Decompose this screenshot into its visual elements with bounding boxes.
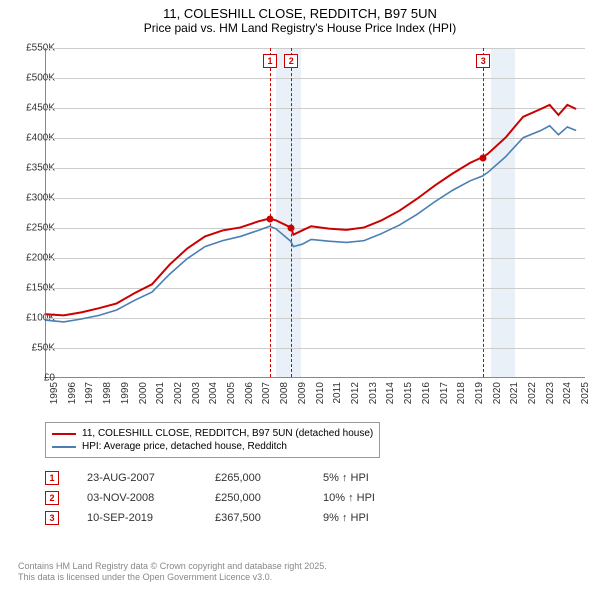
x-axis-label: 2000 xyxy=(138,382,149,414)
legend-row: HPI: Average price, detached house, Redd… xyxy=(52,440,373,453)
sales-row: 1 23-AUG-2007 £265,000 5% ↑ HPI xyxy=(45,468,413,488)
title-line-1: 11, COLESHILL CLOSE, REDDITCH, B97 5UN xyxy=(0,0,600,21)
x-axis-label: 2010 xyxy=(315,382,326,414)
x-axis-label: 1999 xyxy=(120,382,131,414)
x-axis-label: 2008 xyxy=(279,382,290,414)
x-axis-label: 2018 xyxy=(456,382,467,414)
gridline xyxy=(46,258,585,259)
sale-marker-box: 3 xyxy=(476,54,490,68)
sale-diff: 5% ↑ HPI xyxy=(323,472,413,484)
gridline xyxy=(46,78,585,79)
x-axis-label: 2017 xyxy=(439,382,450,414)
sale-price: £250,000 xyxy=(215,492,295,504)
sales-row: 2 03-NOV-2008 £250,000 10% ↑ HPI xyxy=(45,488,413,508)
x-axis-label: 2024 xyxy=(562,382,573,414)
x-axis-label: 2023 xyxy=(545,382,556,414)
gridline xyxy=(46,108,585,109)
footer-line: Contains HM Land Registry data © Crown c… xyxy=(18,561,327,573)
gridline xyxy=(46,168,585,169)
sale-date: 23-AUG-2007 xyxy=(87,472,187,484)
sales-table: 1 23-AUG-2007 £265,000 5% ↑ HPI 2 03-NOV… xyxy=(45,468,413,528)
legend-swatch xyxy=(52,446,76,448)
gridline xyxy=(46,228,585,229)
chart-container: 11, COLESHILL CLOSE, REDDITCH, B97 5UN P… xyxy=(0,0,600,590)
title-line-2: Price paid vs. HM Land Registry's House … xyxy=(0,21,600,35)
gridline xyxy=(46,318,585,319)
sale-price: £367,500 xyxy=(215,512,295,524)
sale-diff: 10% ↑ HPI xyxy=(323,492,413,504)
x-axis-label: 2019 xyxy=(474,382,485,414)
gridline xyxy=(46,348,585,349)
x-axis-label: 2001 xyxy=(155,382,166,414)
x-axis-label: 1995 xyxy=(49,382,60,414)
legend-swatch xyxy=(52,433,76,435)
x-axis-label: 2011 xyxy=(332,382,343,414)
legend-row: 11, COLESHILL CLOSE, REDDITCH, B97 5UN (… xyxy=(52,427,373,440)
recession-band xyxy=(276,48,301,377)
x-axis-label: 2022 xyxy=(527,382,538,414)
x-axis-label: 2021 xyxy=(509,382,520,414)
x-axis-label: 2003 xyxy=(191,382,202,414)
x-axis-label: 2013 xyxy=(368,382,379,414)
x-axis-label: 2015 xyxy=(403,382,414,414)
x-axis-label: 2020 xyxy=(492,382,503,414)
sale-marker-box: 1 xyxy=(263,54,277,68)
x-axis-label: 2004 xyxy=(208,382,219,414)
sale-marker-line xyxy=(291,48,292,377)
sale-marker-icon: 2 xyxy=(45,491,59,505)
sale-diff: 9% ↑ HPI xyxy=(323,512,413,524)
sale-marker-line xyxy=(270,48,271,377)
x-axis-label: 2009 xyxy=(297,382,308,414)
sale-date: 03-NOV-2008 xyxy=(87,492,187,504)
legend-box: 11, COLESHILL CLOSE, REDDITCH, B97 5UN (… xyxy=(45,422,380,458)
gridline xyxy=(46,288,585,289)
sale-marker-dot xyxy=(480,154,487,161)
gridline xyxy=(46,198,585,199)
sale-marker-dot xyxy=(266,216,273,223)
sale-marker-line xyxy=(483,48,484,377)
x-axis-label: 2016 xyxy=(421,382,432,414)
sale-marker-icon: 1 xyxy=(45,471,59,485)
x-axis-label: 1996 xyxy=(67,382,78,414)
sale-marker-box: 2 xyxy=(284,54,298,68)
legend-label: HPI: Average price, detached house, Redd… xyxy=(82,441,287,452)
recession-band xyxy=(491,48,515,377)
footer-attribution: Contains HM Land Registry data © Crown c… xyxy=(18,561,327,584)
legend-label: 11, COLESHILL CLOSE, REDDITCH, B97 5UN (… xyxy=(82,428,373,439)
sale-date: 10-SEP-2019 xyxy=(87,512,187,524)
footer-line: This data is licensed under the Open Gov… xyxy=(18,572,327,584)
x-axis-label: 1998 xyxy=(102,382,113,414)
x-axis-label: 2012 xyxy=(350,382,361,414)
sale-marker-dot xyxy=(288,225,295,232)
x-axis-label: 2025 xyxy=(580,382,591,414)
x-axis-label: 2014 xyxy=(385,382,396,414)
gridline xyxy=(46,138,585,139)
x-axis-label: 2006 xyxy=(244,382,255,414)
gridline xyxy=(46,48,585,49)
sale-marker-icon: 3 xyxy=(45,511,59,525)
x-axis-label: 2007 xyxy=(261,382,272,414)
sales-row: 3 10-SEP-2019 £367,500 9% ↑ HPI xyxy=(45,508,413,528)
chart-plot-area: 12 3 xyxy=(45,48,585,378)
x-axis-label: 2005 xyxy=(226,382,237,414)
sale-price: £265,000 xyxy=(215,472,295,484)
x-axis-label: 2002 xyxy=(173,382,184,414)
x-axis-label: 1997 xyxy=(84,382,95,414)
